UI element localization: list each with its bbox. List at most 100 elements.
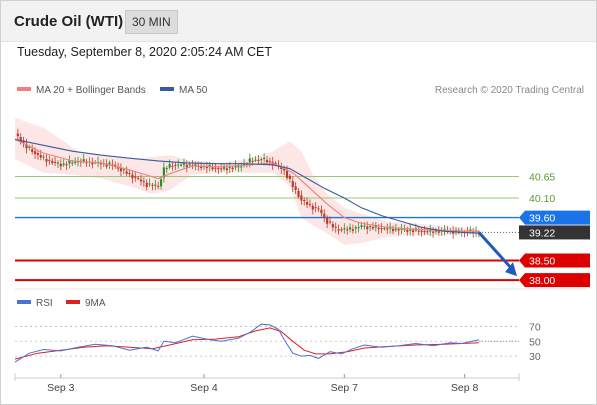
candle-body [320, 209, 323, 214]
candle-body [303, 200, 306, 201]
candle-body [314, 207, 317, 209]
resistance-label: 40.10 [529, 193, 555, 205]
ma50-line [14, 138, 479, 234]
candle-body [185, 164, 188, 168]
candle-body [82, 159, 85, 162]
candle-body [317, 208, 320, 210]
time-axis: Sep 3 Sep 4 Sep 7 Sep 8 [14, 373, 520, 394]
candle-body [400, 228, 403, 230]
candle-body [200, 166, 203, 169]
candle-body [56, 162, 60, 164]
candle-body [28, 146, 31, 148]
candle-body [328, 221, 332, 223]
rsi-tick-label: 70 [529, 321, 541, 333]
candle-body [334, 226, 337, 228]
candle-body [91, 162, 94, 165]
candle-body [337, 229, 340, 231]
candle-body [377, 227, 380, 230]
level-labels: 40.65 40.10 39.60 39.22 38.50 38.00 [519, 172, 590, 288]
timestamp: Tuesday, September 8, 2020 2:05:24 AM CE… [17, 45, 273, 59]
candle-body [108, 162, 111, 165]
candle-body [283, 168, 286, 171]
chart-header: Crude Oil (WTI) 30 MIN [1, 1, 596, 42]
support-label: 38.50 [529, 256, 555, 268]
candle-body [326, 217, 329, 224]
candle-body [285, 170, 289, 178]
candle-body [386, 228, 389, 230]
candle-body [157, 185, 160, 187]
candle-body [51, 160, 54, 164]
candle-body [68, 160, 71, 164]
candle-body [346, 229, 349, 231]
moving-averages [14, 138, 479, 234]
legend-ma20-swatch [17, 87, 31, 91]
candle-body [237, 166, 240, 168]
time-tick-label: Sep 3 [47, 382, 75, 394]
candle-body [406, 229, 409, 232]
candle-body [16, 133, 19, 137]
instrument-title: Crude Oil (WTI) [14, 13, 124, 30]
candle-body [351, 229, 355, 231]
candle-body [288, 175, 292, 179]
candle-body [371, 227, 375, 229]
legend-9ma-swatch [66, 300, 80, 304]
candle-body [182, 163, 186, 165]
candle-body [397, 229, 400, 231]
forecast-arrow [477, 231, 517, 277]
candle-body [19, 137, 22, 143]
candle-body [188, 164, 191, 166]
candle-body [148, 183, 151, 185]
last-price-label: 39.22 [529, 227, 555, 239]
candle-body [119, 168, 123, 172]
legend-ma20: MA 20 + Bollinger Bands [36, 85, 146, 96]
candle-body [323, 213, 326, 218]
candle-body [374, 225, 377, 228]
candle-body [308, 203, 312, 205]
candle-body [354, 227, 357, 229]
resistance-label: 40.65 [529, 172, 555, 184]
candle-body [403, 228, 406, 230]
forecast-arrow-shaft [477, 231, 515, 272]
candle-body [145, 182, 148, 187]
time-tick-label: Sep 4 [190, 382, 218, 394]
candle-body [111, 164, 114, 166]
candle-body [151, 184, 154, 186]
candle-body [240, 166, 243, 168]
candle-body [234, 165, 237, 168]
candle-body [257, 159, 260, 161]
candle-body [165, 168, 168, 170]
timeframe-badge[interactable]: 30 MIN [125, 10, 178, 34]
candle-body [168, 164, 171, 168]
candle-body [122, 169, 125, 171]
bollinger-band-area [15, 118, 479, 245]
candle-body [242, 163, 246, 166]
candle-body [297, 190, 300, 197]
rsi-panel: 70 50 30 [14, 321, 541, 363]
candle-body [294, 186, 297, 190]
candle-body [280, 166, 283, 170]
candle-body [426, 231, 429, 233]
candles [16, 128, 481, 239]
candle-body [225, 168, 229, 171]
candle-body [65, 164, 68, 166]
candle-body [179, 164, 183, 166]
candle-body [380, 228, 383, 230]
pivot-label: 39.60 [529, 213, 555, 225]
candle-body [214, 167, 217, 169]
candle-body [437, 231, 440, 233]
candle-body [205, 166, 208, 169]
candle-body [36, 153, 40, 155]
candle-body [434, 230, 438, 232]
candle-body [263, 157, 266, 159]
candle-body [417, 230, 420, 232]
candle-body [305, 201, 309, 205]
price-levels [15, 176, 519, 282]
candle-body [420, 230, 423, 232]
candle-body [74, 161, 77, 163]
candle-body [383, 228, 386, 230]
candle-body [71, 162, 74, 164]
candle-body [31, 149, 34, 152]
candle-body [48, 159, 51, 161]
candle-body [274, 162, 277, 164]
